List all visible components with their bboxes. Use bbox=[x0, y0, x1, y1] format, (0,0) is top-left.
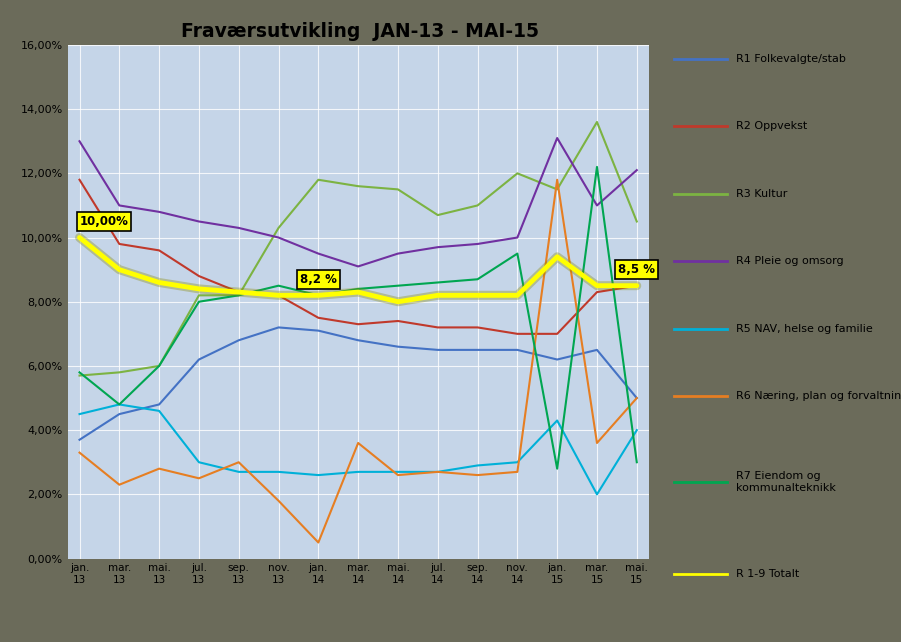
Text: R1 Folkevalgte/stab: R1 Folkevalgte/stab bbox=[736, 54, 846, 64]
Text: 8,5 %: 8,5 % bbox=[618, 263, 655, 276]
Text: 8,2 %: 8,2 % bbox=[300, 273, 337, 286]
Text: R4 Pleie og omsorg: R4 Pleie og omsorg bbox=[736, 256, 843, 266]
Text: R2 Oppvekst: R2 Oppvekst bbox=[736, 121, 807, 132]
Text: R5 NAV, helse og familie: R5 NAV, helse og familie bbox=[736, 324, 872, 334]
Text: R3 Kultur: R3 Kultur bbox=[736, 189, 787, 199]
Text: 10,00%: 10,00% bbox=[79, 215, 128, 228]
Text: R6 Næring, plan og forvaltning: R6 Næring, plan og forvaltning bbox=[736, 391, 901, 401]
Text: R7 Eiendom og
kommunalteknikk: R7 Eiendom og kommunalteknikk bbox=[736, 471, 835, 493]
Text: Fraværsutvikling  JAN-13 - MAI-15: Fraværsutvikling JAN-13 - MAI-15 bbox=[181, 22, 540, 42]
Text: R 1-9 Totalt: R 1-9 Totalt bbox=[736, 569, 799, 579]
